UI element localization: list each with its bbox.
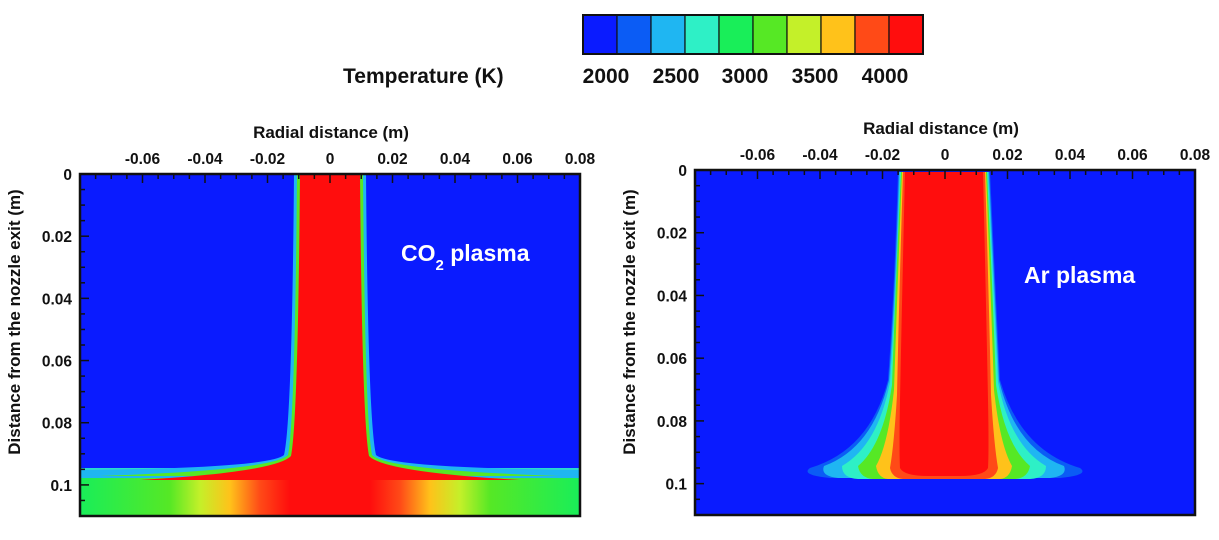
colorbar-swatch (684, 14, 720, 55)
x-tick-label: 0.04 (1055, 147, 1086, 164)
co2-plasma-panel: Radial distance (m) Distance from the no… (5, 123, 596, 518)
x-tick-label: 0.06 (1117, 147, 1148, 164)
x-tick-label: 0.04 (440, 151, 471, 168)
x-tick-label: 0.02 (992, 147, 1022, 164)
colorbar-tick-label: 3000 (722, 65, 769, 88)
x-tick-label: -0.04 (187, 151, 223, 168)
ar-plasma-label: Ar plasma (1024, 262, 1135, 288)
x-tick-label: -0.02 (250, 151, 285, 168)
y-tick-label: 0.04 (42, 291, 73, 308)
colorbar-swatch (854, 14, 890, 55)
colorbar-swatch (752, 14, 788, 55)
x-tick-label: -0.04 (802, 147, 838, 164)
right-heatmap (693, 168, 1197, 517)
colorbar-frame (582, 14, 924, 55)
colorbar: Temperature (K) 2000 2500 3000 3500 4000 (343, 14, 924, 88)
colorbar-swatch (820, 14, 856, 55)
y-tick-label: 0.06 (42, 354, 73, 371)
left-x-axis-label: Radial distance (m) (253, 123, 409, 142)
x-tick-label: 0 (941, 147, 950, 164)
left-spread-region (80, 470, 580, 516)
x-tick-label: 0 (326, 151, 335, 168)
left-jet-core (140, 174, 520, 480)
colorbar-tick-label: 2500 (653, 65, 700, 88)
colorbar-swatch (650, 14, 686, 55)
colorbar-swatch (582, 14, 618, 55)
right-y-axis-label: Distance from the nozzle exit (m) (620, 189, 639, 454)
right-jet-core (899, 172, 989, 476)
x-tick-label: 0.08 (1180, 147, 1211, 164)
y-tick-label: 0.1 (665, 477, 687, 494)
colorbar-title: Temperature (K) (343, 65, 504, 88)
x-tick-label: 0.06 (502, 151, 533, 168)
ar-plasma-panel: Radial distance (m) Distance from the no… (620, 119, 1211, 517)
y-tick-label: 0 (678, 163, 687, 180)
right-x-axis-label: Radial distance (m) (863, 119, 1019, 138)
y-tick-label: 0.08 (42, 416, 73, 433)
x-tick-label: 0.02 (377, 151, 407, 168)
x-tick-label: -0.06 (740, 147, 776, 164)
y-tick-label: 0.02 (42, 229, 72, 246)
colorbar-tick-label: 4000 (862, 65, 909, 88)
y-tick-label: 0.08 (657, 414, 688, 431)
colorbar-swatch (786, 14, 822, 55)
left-y-axis-label: Distance from the nozzle exit (m) (5, 189, 24, 454)
y-tick-label: 0.06 (657, 351, 688, 368)
colorbar-tick-label: 3500 (792, 65, 839, 88)
y-tick-label: 0 (63, 167, 72, 184)
y-tick-label: 0.02 (657, 226, 687, 243)
colorbar-swatch (616, 14, 652, 55)
x-tick-label: -0.02 (865, 147, 900, 164)
x-tick-label: -0.06 (125, 151, 161, 168)
colorbar-swatch (718, 14, 754, 55)
co2-plasma-label: CO2 plasma (401, 240, 530, 274)
y-tick-label: 0.04 (657, 288, 688, 305)
x-tick-label: 0.08 (565, 151, 596, 168)
y-tick-label: 0.1 (50, 478, 72, 495)
colorbar-tick-label: 2000 (583, 65, 630, 88)
colorbar-swatch (888, 14, 924, 55)
left-heatmap (78, 172, 582, 518)
